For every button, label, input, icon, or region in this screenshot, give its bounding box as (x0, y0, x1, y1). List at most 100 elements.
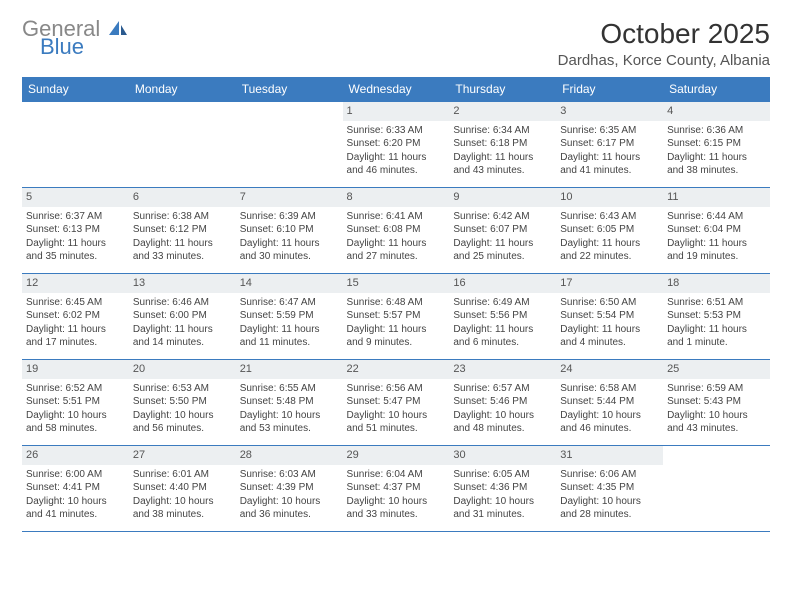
calendar-cell (22, 102, 129, 188)
calendar-cell (663, 446, 770, 532)
sunset-text: Sunset: 5:59 PM (240, 309, 339, 323)
calendar-cell: 24Sunrise: 6:58 AMSunset: 5:44 PMDayligh… (556, 360, 663, 446)
sunrise-text: Sunrise: 6:49 AM (453, 296, 552, 310)
sunrise-text: Sunrise: 6:57 AM (453, 382, 552, 396)
daylight-text: Daylight: 11 hours and 1 minute. (667, 323, 766, 350)
calendar-cell: 8Sunrise: 6:41 AMSunset: 6:08 PMDaylight… (343, 188, 450, 274)
header: General Blue October 2025 Dardhas, Korce… (22, 18, 770, 69)
logo-text: General Blue (22, 18, 128, 58)
calendar-cell: 2Sunrise: 6:34 AMSunset: 6:18 PMDaylight… (449, 102, 556, 188)
sunset-text: Sunset: 4:40 PM (133, 481, 232, 495)
calendar-body: 1Sunrise: 6:33 AMSunset: 6:20 PMDaylight… (22, 102, 770, 532)
weekday-header: Saturday (663, 77, 770, 102)
sunset-text: Sunset: 4:37 PM (347, 481, 446, 495)
sunrise-text: Sunrise: 6:34 AM (453, 124, 552, 138)
day-number: 10 (556, 188, 663, 207)
calendar-cell: 28Sunrise: 6:03 AMSunset: 4:39 PMDayligh… (236, 446, 343, 532)
sunrise-text: Sunrise: 6:37 AM (26, 210, 125, 224)
calendar-row: 1Sunrise: 6:33 AMSunset: 6:20 PMDaylight… (22, 102, 770, 188)
daylight-text: Daylight: 11 hours and 14 minutes. (133, 323, 232, 350)
calendar-cell (236, 102, 343, 188)
sunrise-text: Sunrise: 6:38 AM (133, 210, 232, 224)
sunrise-text: Sunrise: 6:43 AM (560, 210, 659, 224)
calendar-cell: 18Sunrise: 6:51 AMSunset: 5:53 PMDayligh… (663, 274, 770, 360)
location-text: Dardhas, Korce County, Albania (558, 52, 770, 69)
daylight-text: Daylight: 10 hours and 33 minutes. (347, 495, 446, 522)
calendar-cell: 20Sunrise: 6:53 AMSunset: 5:50 PMDayligh… (129, 360, 236, 446)
sunrise-text: Sunrise: 6:44 AM (667, 210, 766, 224)
sunset-text: Sunset: 6:15 PM (667, 137, 766, 151)
page-title: October 2025 (558, 18, 770, 50)
daylight-text: Daylight: 11 hours and 38 minutes. (667, 151, 766, 178)
calendar-cell: 25Sunrise: 6:59 AMSunset: 5:43 PMDayligh… (663, 360, 770, 446)
weekday-header: Thursday (449, 77, 556, 102)
day-number: 20 (129, 360, 236, 379)
daylight-text: Daylight: 10 hours and 53 minutes. (240, 409, 339, 436)
daylight-text: Daylight: 10 hours and 46 minutes. (560, 409, 659, 436)
sunrise-text: Sunrise: 6:45 AM (26, 296, 125, 310)
sunset-text: Sunset: 5:47 PM (347, 395, 446, 409)
sunset-text: Sunset: 6:02 PM (26, 309, 125, 323)
day-number: 24 (556, 360, 663, 379)
day-number: 16 (449, 274, 556, 293)
calendar-cell: 22 Sunrise: 6:56 AMSunset: 5:47 PMDayligh… (343, 360, 450, 446)
daylight-text: Daylight: 10 hours and 43 minutes. (667, 409, 766, 436)
day-number: 31 (556, 446, 663, 465)
sunrise-text: Sunrise: 6:00 AM (26, 468, 125, 482)
calendar-cell: 3Sunrise: 6:35 AMSunset: 6:17 PMDaylight… (556, 102, 663, 188)
daylight-text: Daylight: 10 hours and 36 minutes. (240, 495, 339, 522)
sunrise-text: Sunrise: 6:39 AM (240, 210, 339, 224)
sunset-text: Sunset: 4:39 PM (240, 481, 339, 495)
sunrise-text: Sunrise: 6:52 AM (26, 382, 125, 396)
sunrise-text: Sunrise: 6:53 AM (133, 382, 232, 396)
sunset-text: Sunset: 4:36 PM (453, 481, 552, 495)
daylight-text: Daylight: 10 hours and 51 minutes. (347, 409, 446, 436)
sunrise-text: Sunrise: 6:47 AM (240, 296, 339, 310)
daylight-text: Daylight: 11 hours and 27 minutes. (347, 237, 446, 264)
calendar-cell: 23Sunrise: 6:57 AMSunset: 5:46 PMDayligh… (449, 360, 556, 446)
calendar-cell: 27Sunrise: 6:01 AMSunset: 4:40 PMDayligh… (129, 446, 236, 532)
daylight-text: Daylight: 10 hours and 38 minutes. (133, 495, 232, 522)
weekday-header: Friday (556, 77, 663, 102)
calendar-cell: 10Sunrise: 6:43 AMSunset: 6:05 PMDayligh… (556, 188, 663, 274)
daylight-text: Daylight: 10 hours and 28 minutes. (560, 495, 659, 522)
calendar-cell: 26Sunrise: 6:00 AMSunset: 4:41 PMDayligh… (22, 446, 129, 532)
calendar-cell: 12Sunrise: 6:45 AMSunset: 6:02 PMDayligh… (22, 274, 129, 360)
day-number: 18 (663, 274, 770, 293)
sunrise-text: Sunrise: 6:03 AM (240, 468, 339, 482)
sunrise-text: Sunrise: 6:41 AM (347, 210, 446, 224)
sunset-text: Sunset: 6:05 PM (560, 223, 659, 237)
calendar-table: Sunday Monday Tuesday Wednesday Thursday… (22, 77, 770, 532)
calendar-cell: 30Sunrise: 6:05 AMSunset: 4:36 PMDayligh… (449, 446, 556, 532)
day-number: 13 (129, 274, 236, 293)
daylight-text: Daylight: 10 hours and 48 minutes. (453, 409, 552, 436)
day-number: 11 (663, 188, 770, 207)
sunset-text: Sunset: 6:17 PM (560, 137, 659, 151)
calendar-cell: 4Sunrise: 6:36 AMSunset: 6:15 PMDaylight… (663, 102, 770, 188)
daylight-text: Daylight: 11 hours and 30 minutes. (240, 237, 339, 264)
calendar-cell: 21Sunrise: 6:55 AMSunset: 5:48 PMDayligh… (236, 360, 343, 446)
calendar-cell: 14Sunrise: 6:47 AMSunset: 5:59 PMDayligh… (236, 274, 343, 360)
sunrise-text: Sunrise: 6:56 AM (347, 382, 446, 396)
daylight-text: Daylight: 11 hours and 35 minutes. (26, 237, 125, 264)
day-number: 22 (343, 360, 450, 379)
daylight-text: Daylight: 10 hours and 31 minutes. (453, 495, 552, 522)
calendar-cell (129, 102, 236, 188)
weekday-header-row: Sunday Monday Tuesday Wednesday Thursday… (22, 77, 770, 102)
sunset-text: Sunset: 5:57 PM (347, 309, 446, 323)
sunset-text: Sunset: 6:00 PM (133, 309, 232, 323)
day-number: 19 (22, 360, 129, 379)
weekday-header: Tuesday (236, 77, 343, 102)
sunset-text: Sunset: 5:56 PM (453, 309, 552, 323)
daylight-text: Daylight: 11 hours and 9 minutes. (347, 323, 446, 350)
sunrise-text: Sunrise: 6:05 AM (453, 468, 552, 482)
calendar-cell: 17Sunrise: 6:50 AMSunset: 5:54 PMDayligh… (556, 274, 663, 360)
daylight-text: Daylight: 11 hours and 25 minutes. (453, 237, 552, 264)
daylight-text: Daylight: 10 hours and 41 minutes. (26, 495, 125, 522)
day-number: 2 (449, 102, 556, 121)
sunrise-text: Sunrise: 6:42 AM (453, 210, 552, 224)
sunset-text: Sunset: 5:46 PM (453, 395, 552, 409)
calendar-row: 26Sunrise: 6:00 AMSunset: 4:41 PMDayligh… (22, 446, 770, 532)
day-number: 8 (343, 188, 450, 207)
sunrise-text: Sunrise: 6:46 AM (133, 296, 232, 310)
